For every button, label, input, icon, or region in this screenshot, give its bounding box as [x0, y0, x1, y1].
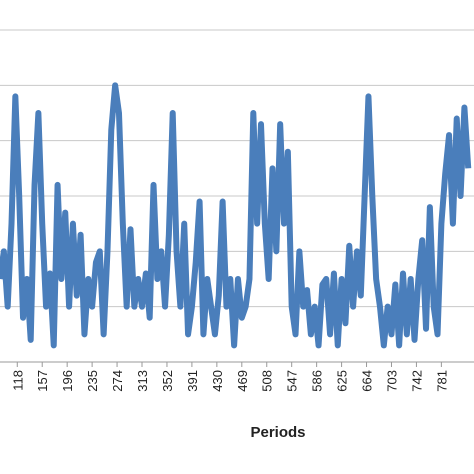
- x-tick-label: 469: [235, 370, 250, 392]
- x-tick-label: 508: [260, 370, 275, 392]
- series-line: [0, 82, 472, 349]
- x-tick-label: 196: [60, 370, 75, 392]
- x-tick-label: 781: [434, 370, 449, 392]
- x-tick-label: 703: [384, 370, 399, 392]
- x-tick-label: 274: [110, 370, 125, 392]
- x-tick-label: 430: [210, 370, 225, 392]
- x-tick-label: 391: [185, 370, 200, 392]
- x-tick-label: 547: [285, 370, 300, 392]
- x-tick-label: 586: [310, 370, 325, 392]
- x-tick-label: 664: [360, 370, 375, 392]
- x-tick-label: 157: [35, 370, 50, 392]
- x-tick-label: 742: [409, 370, 424, 392]
- x-tick-label: 625: [335, 370, 350, 392]
- x-axis-label: Periods: [250, 424, 305, 441]
- x-tick-label: 352: [160, 370, 175, 392]
- x-tick-label: 313: [135, 370, 150, 392]
- x-tick-label: 235: [85, 370, 100, 392]
- x-tick-label: 118: [10, 370, 25, 391]
